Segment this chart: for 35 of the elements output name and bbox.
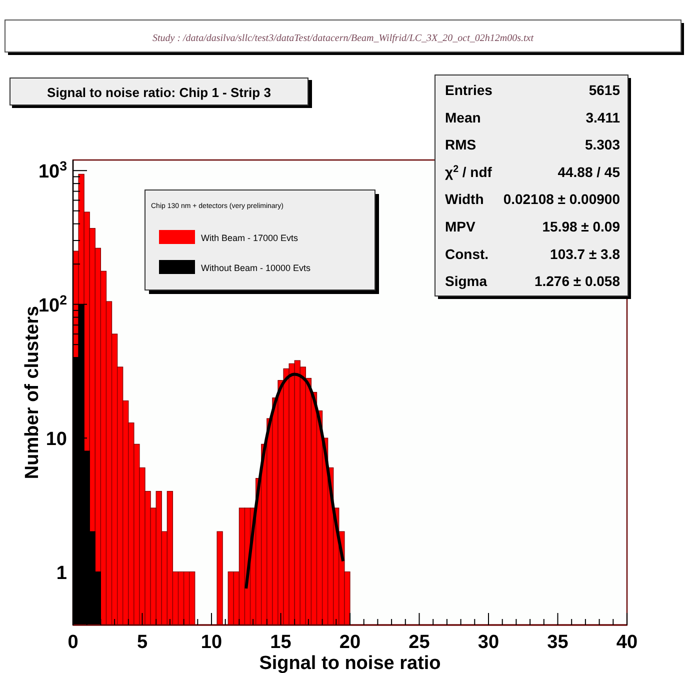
y-tick-label: 10$^{2}$ bbox=[38, 292, 67, 316]
x-tick-label: 10 bbox=[200, 632, 222, 653]
text: RMS bbox=[445, 136, 476, 153]
annotation: Sigma bbox=[445, 273, 488, 290]
x-tick-label: 0 bbox=[68, 632, 78, 653]
annotation: Width bbox=[445, 191, 484, 208]
text: Mean bbox=[445, 109, 481, 126]
x-tick-label: 15 bbox=[270, 632, 292, 653]
annotation: 15.98 ± 0.09 bbox=[542, 218, 620, 234]
x-tick-label: 30 bbox=[478, 632, 500, 653]
x-axis-title: Signal to noise ratio bbox=[259, 653, 441, 673]
x-tick-label: 20 bbox=[339, 632, 361, 653]
annotation: Const. bbox=[445, 246, 489, 262]
y-tick-label: 10 bbox=[46, 429, 67, 450]
text: 5.303 bbox=[584, 136, 620, 153]
annotation: 0.02108 ± 0.00900 bbox=[503, 191, 620, 208]
x-tick-label: 25 bbox=[408, 632, 430, 653]
annotation: MPV bbox=[445, 218, 476, 234]
x-tick-label: 35 bbox=[547, 632, 569, 653]
text: 3.411 bbox=[586, 109, 620, 126]
annotation: χ$^{2}$ / ndf bbox=[445, 163, 492, 180]
chart-title: Signal to noise ratio: Chip 1 - Strip 3 bbox=[47, 85, 271, 100]
x-tick-label: 5 bbox=[136, 632, 148, 653]
annotation: 1.276 ± 0.058 bbox=[534, 273, 620, 290]
chart-subtitle: Study : /data/dasilva/sllc/test3/dataTest/datacern/Beam_Wilfrid/LC_3X_20_oct_02h12m00s.txt bbox=[152, 33, 534, 44]
text: 5615 bbox=[588, 82, 620, 98]
line-series bbox=[244, 372, 345, 590]
x-tick-label: 40 bbox=[616, 632, 638, 653]
y-tick-label: 10$^{3}$ bbox=[38, 158, 67, 183]
annotation: 103.7 ± 3.8 bbox=[550, 246, 620, 262]
annotation: 44.88 / 45 bbox=[558, 164, 620, 180]
text: Entries bbox=[445, 82, 493, 98]
y-tick-label: 1 bbox=[56, 562, 68, 584]
legend-label: Without Beam - 10000 Evts bbox=[201, 263, 312, 273]
legend-label: With Beam - 17000 Evts bbox=[201, 233, 299, 243]
